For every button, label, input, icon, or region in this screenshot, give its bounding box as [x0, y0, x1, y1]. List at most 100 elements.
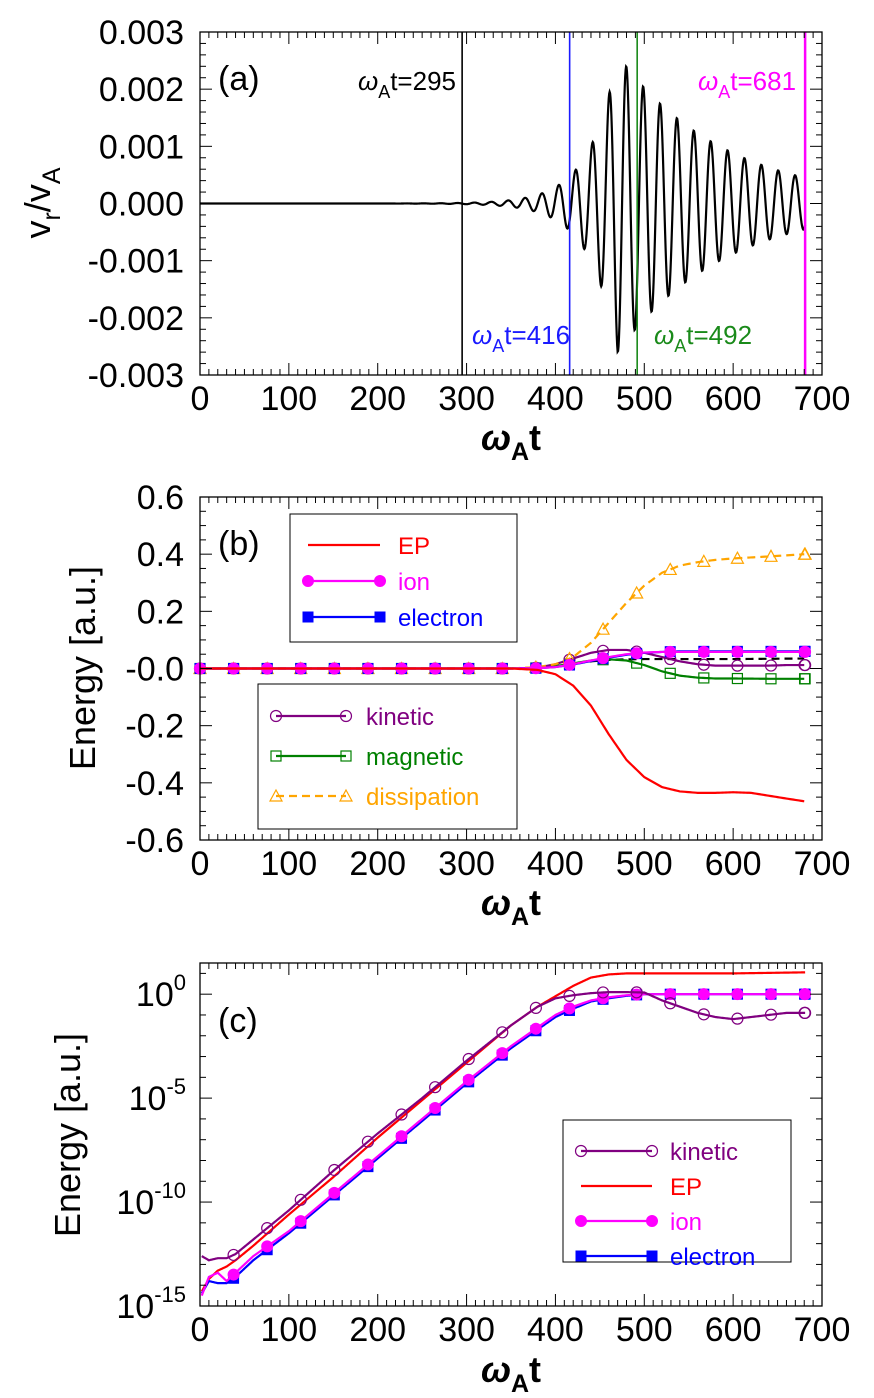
panel-c: 0 100 200 300 400 500 600 70010010-510-1010-15 …	[47, 962, 851, 1398]
legend-label-dissipation: dissipation	[366, 784, 479, 811]
panel-b-ion-marker	[664, 645, 677, 658]
panel-b-ion-marker	[697, 645, 710, 658]
panel-c-line-kinetic	[201, 991, 806, 1262]
panel-a-ticks: 0 100 200 300 400 500 600 700 -0.003 -0.002 -0.001…	[88, 14, 851, 418]
panel-b-dissipation-marker	[763, 549, 779, 562]
panel-b-magnetic-marker	[731, 672, 744, 685]
panel-a-xtick-label: 700	[794, 380, 851, 418]
panel-b-magnetic-marker	[799, 673, 811, 685]
panel-c-kinetic-marker	[764, 1008, 778, 1021]
panel-b-ytick-label: -0.2	[125, 708, 184, 746]
panel-b-xtick-label: 500	[616, 845, 673, 883]
panel-b-ytick-label: 0.2	[137, 593, 184, 631]
panel-c-kinetic-marker	[596, 986, 610, 999]
legend-kinetic-marker	[645, 1144, 659, 1158]
panel-a-marker-label: ωAt=681	[698, 66, 796, 102]
panel-c-xtick-label: 100	[260, 1311, 317, 1349]
legend-dissipation-marker	[338, 788, 354, 802]
panel-c-xtick-label: 200	[349, 1311, 406, 1349]
panel-c-xtick-label: 0	[191, 1311, 210, 1349]
panel-c-xtick-label: 500	[616, 1311, 673, 1349]
panel-c-ion-marker	[664, 988, 677, 1001]
panel-c-ion-marker	[697, 988, 710, 1001]
panel-b-magnetic-marker	[765, 673, 777, 685]
legend-electron-marker	[374, 611, 386, 623]
panel-c-ion-marker	[395, 1130, 408, 1143]
panel-a-ytick-label: -0.003	[88, 357, 184, 395]
panel-c-kinetic-marker	[630, 986, 643, 999]
panel-a-xtick-label: 600	[705, 380, 762, 418]
panel-a-xlabel: ωAt	[481, 417, 541, 466]
legend-ion-marker	[374, 575, 386, 587]
panel-c-ion-marker	[462, 1073, 475, 1086]
legend-magnetic-marker	[270, 750, 282, 762]
panel-b-xtick-label: 300	[438, 845, 495, 883]
legend-entry-kinetic: kinetic	[269, 704, 434, 731]
panel-c-ion-marker	[764, 988, 777, 1001]
legend-magnetic-marker	[340, 750, 352, 762]
panel-c-xtick-label: 300	[438, 1311, 495, 1349]
panel-a-label: (a)	[218, 60, 260, 98]
panel-b-xtick-label: 200	[349, 845, 406, 883]
panel-a-marker-label: ωAt=416	[472, 320, 570, 356]
panel-c-kinetic-marker	[731, 1012, 744, 1025]
legend-dissipation-marker	[268, 788, 284, 802]
panel-b-xtick-label: 700	[794, 845, 851, 883]
panel-b-ytick-label: 0.4	[137, 536, 184, 574]
panel-c-kinetic-marker	[529, 1001, 542, 1015]
panel-b-dissipation-marker	[696, 554, 711, 567]
panel-c-ytick-label: 10-10	[116, 1178, 186, 1222]
legend-entry-electron: electron	[302, 605, 483, 632]
panel-a-xtick-label: 200	[349, 380, 406, 418]
panel-b-dissipation-marker	[629, 585, 644, 599]
panel-c-plot-area	[200, 971, 812, 1297]
panel-a-vr-trace	[200, 63, 807, 355]
legend-label-ion: ion	[398, 569, 430, 596]
panel-a-ytick-label: 0.001	[99, 128, 184, 166]
legend-kinetic-marker	[339, 709, 353, 723]
panel-c-xtick-label: 600	[705, 1311, 762, 1349]
panel-c-xtick-label: 400	[527, 1311, 584, 1349]
panel-b-ytick-label: 0.6	[137, 479, 184, 517]
panel-b-ytick-label: -0.4	[125, 765, 184, 803]
panel-a-ytick-label: -0.002	[88, 300, 184, 338]
legend-entry-electron: electron	[575, 1244, 755, 1271]
panel-a-xtick-label: 100	[260, 380, 317, 418]
panel-b-xtick-label: 100	[260, 845, 317, 883]
panel-a-plot-area	[200, 32, 807, 375]
legend-ion-marker	[646, 1215, 658, 1227]
panel-a: 0 100 200 300 400 500 600 700 -0.003 -0.002 -0.001…	[17, 14, 850, 466]
panel-c-ion-marker	[227, 1268, 240, 1281]
panel-b-line-EP	[200, 667, 805, 803]
panel-c-kinetic-marker	[697, 1008, 710, 1021]
panel-b-ytick-label: -0.0	[125, 651, 184, 689]
panel-c-kinetic-marker	[664, 997, 677, 1010]
legend-label-electron: electron	[398, 605, 483, 632]
panel-b-kinetic-marker	[697, 658, 710, 671]
legend-entry-EP: EP	[308, 533, 430, 560]
panel-b-ion-marker	[799, 645, 812, 658]
panel-a-marker-label: ωAt=295	[358, 66, 456, 102]
panel-a-ytick-label: -0.001	[88, 243, 184, 281]
panel-c-kinetic-marker	[462, 1052, 475, 1066]
legend-ion-marker	[302, 575, 314, 587]
panel-c-ion-marker	[799, 988, 812, 1001]
panel-c-series-ion	[200, 988, 812, 1297]
panel-a-ylabel: vr/vA	[17, 167, 66, 238]
panel-c-ytick-label: 10-5	[129, 1074, 186, 1118]
panel-b-xlabel: ωAt	[481, 882, 541, 931]
legend-electron-marker	[575, 1250, 587, 1262]
panel-b-xtick-label: 600	[705, 845, 762, 883]
panel-b-ion-marker	[630, 647, 643, 660]
panel-a-xtick-label: 0	[191, 380, 210, 418]
legend-electron-marker	[646, 1250, 658, 1262]
panel-b: 0 100 200 300 400 500 600 700 -0.6 -0.4 -0.2 -0.0 0.…	[62, 479, 850, 931]
panel-c-ion-marker	[361, 1158, 374, 1171]
panel-c-ion-marker	[294, 1215, 307, 1228]
panel-c-kinetic-marker	[261, 1222, 274, 1235]
panel-b-xtick-label: 0	[191, 845, 210, 883]
panel-b-legend-upper: EP ion electron	[289, 513, 518, 643]
panel-c-xtick-label: 700	[794, 1311, 851, 1349]
panel-b-dissipation-marker	[596, 621, 611, 635]
panel-c-ion-marker	[328, 1186, 341, 1199]
